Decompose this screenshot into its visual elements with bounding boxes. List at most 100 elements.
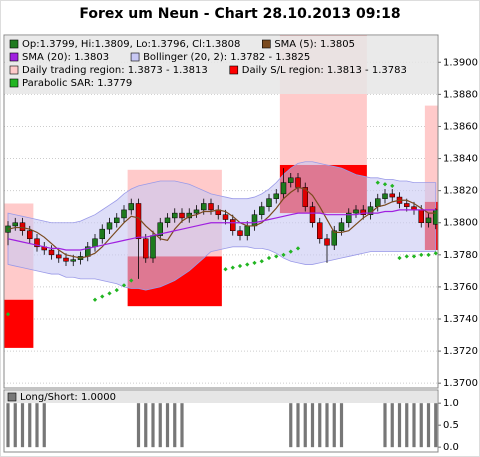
sar-dot	[411, 254, 417, 259]
sar-dot	[274, 254, 279, 259]
bar	[296, 403, 300, 448]
plot-border	[3, 389, 439, 453]
legend-swatch	[262, 39, 271, 49]
candle-body	[56, 254, 62, 259]
candle-body	[382, 193, 388, 199]
legend-label: Daily S/L region: 1.3813 - 1.3783	[242, 65, 407, 76]
legend-label: Daily trading region: 1.3873 - 1.3813	[22, 65, 208, 76]
candle-body	[70, 259, 76, 262]
candle-body	[346, 212, 352, 223]
bar	[412, 403, 416, 448]
candle-body	[259, 206, 265, 215]
candle-body	[128, 203, 134, 211]
candle-body	[48, 249, 55, 256]
candle-body	[172, 212, 178, 219]
bar	[158, 403, 162, 448]
candle-body	[150, 235, 156, 259]
bar	[42, 403, 46, 448]
candle-body	[201, 203, 207, 211]
legend-swatch	[229, 65, 239, 75]
legend-swatch	[130, 52, 140, 62]
candle-body	[331, 230, 337, 246]
y-tick-label: 1.3760	[443, 282, 478, 293]
sar-dot	[426, 252, 431, 257]
candle-body	[19, 222, 26, 232]
chart-title: Forex um Neun - Chart 28.10.2013 09:18	[79, 6, 400, 22]
bar	[426, 403, 431, 448]
sar-dot	[252, 260, 257, 265]
candle-body	[222, 214, 229, 220]
candle-body	[309, 206, 316, 223]
candle-body	[143, 238, 149, 259]
candle-body	[237, 230, 243, 236]
bar	[332, 403, 336, 448]
candle-body	[157, 222, 163, 236]
legend-label: Long/Short: 1.0000	[20, 392, 116, 403]
candle-body	[63, 257, 69, 262]
candle-body	[135, 203, 142, 240]
candle-body	[302, 187, 308, 207]
y-tick-label: 1.0	[443, 398, 459, 409]
bar	[405, 403, 409, 448]
y-tick-label: 1.3840	[443, 154, 478, 165]
candle-body	[164, 217, 171, 223]
indicator-line	[7, 186, 436, 259]
candle-body	[27, 230, 33, 240]
legend-box	[5, 391, 437, 403]
bar	[339, 403, 344, 448]
bar	[144, 403, 148, 448]
candle-body	[193, 209, 200, 214]
sar-dot	[245, 262, 250, 267]
candle-body	[418, 209, 424, 223]
bar	[390, 403, 394, 448]
region	[4, 299, 34, 348]
legend-label: Bollinger (20, 2): 1.3782 - 1.3825	[143, 52, 310, 63]
sar-dot	[223, 267, 228, 272]
bar	[136, 403, 141, 448]
sar-dot	[237, 263, 243, 269]
y-tick-label: 1.3860	[443, 121, 478, 132]
y-tick-label: 1.3820	[443, 186, 478, 197]
bar	[318, 403, 322, 448]
bar	[419, 403, 423, 448]
y-tick-label: 1.3800	[443, 218, 478, 229]
legend-box	[5, 36, 437, 94]
candle-body	[92, 238, 98, 248]
bar	[165, 403, 170, 448]
legend-swatch	[9, 39, 19, 49]
region	[424, 105, 438, 202]
legend-swatch	[9, 52, 19, 62]
candle-body	[295, 177, 301, 188]
sar-dot	[433, 251, 438, 256]
candle-body	[324, 238, 330, 246]
y-tick-label: 1.3780	[443, 250, 478, 261]
candle-body	[389, 193, 395, 198]
indicator-line	[7, 209, 436, 251]
bar	[13, 403, 17, 448]
sar-dot	[382, 182, 388, 187]
bar	[383, 403, 387, 448]
bar	[397, 403, 402, 448]
candle-body	[280, 182, 287, 195]
bar	[28, 403, 32, 448]
candle-body	[375, 198, 381, 207]
y-tick-label: 1.3720	[443, 346, 478, 357]
candle-body	[208, 203, 214, 211]
bar	[20, 403, 25, 448]
bar	[180, 403, 184, 448]
sar-dot	[259, 259, 264, 264]
sar-dot	[288, 249, 293, 254]
sar-dot	[281, 252, 286, 257]
y-tick-label: 1.3880	[443, 89, 478, 100]
candle-body	[244, 225, 250, 236]
legend-swatch	[9, 78, 19, 88]
sar-dot	[295, 246, 301, 251]
candle-body	[266, 198, 272, 207]
candle-body	[273, 193, 279, 199]
bar	[434, 403, 438, 448]
bar	[310, 403, 315, 448]
legend-label: SMA (5): 1.3805	[274, 39, 355, 50]
candle-body	[317, 222, 323, 240]
bar	[6, 403, 10, 448]
sar-dot	[397, 255, 402, 261]
